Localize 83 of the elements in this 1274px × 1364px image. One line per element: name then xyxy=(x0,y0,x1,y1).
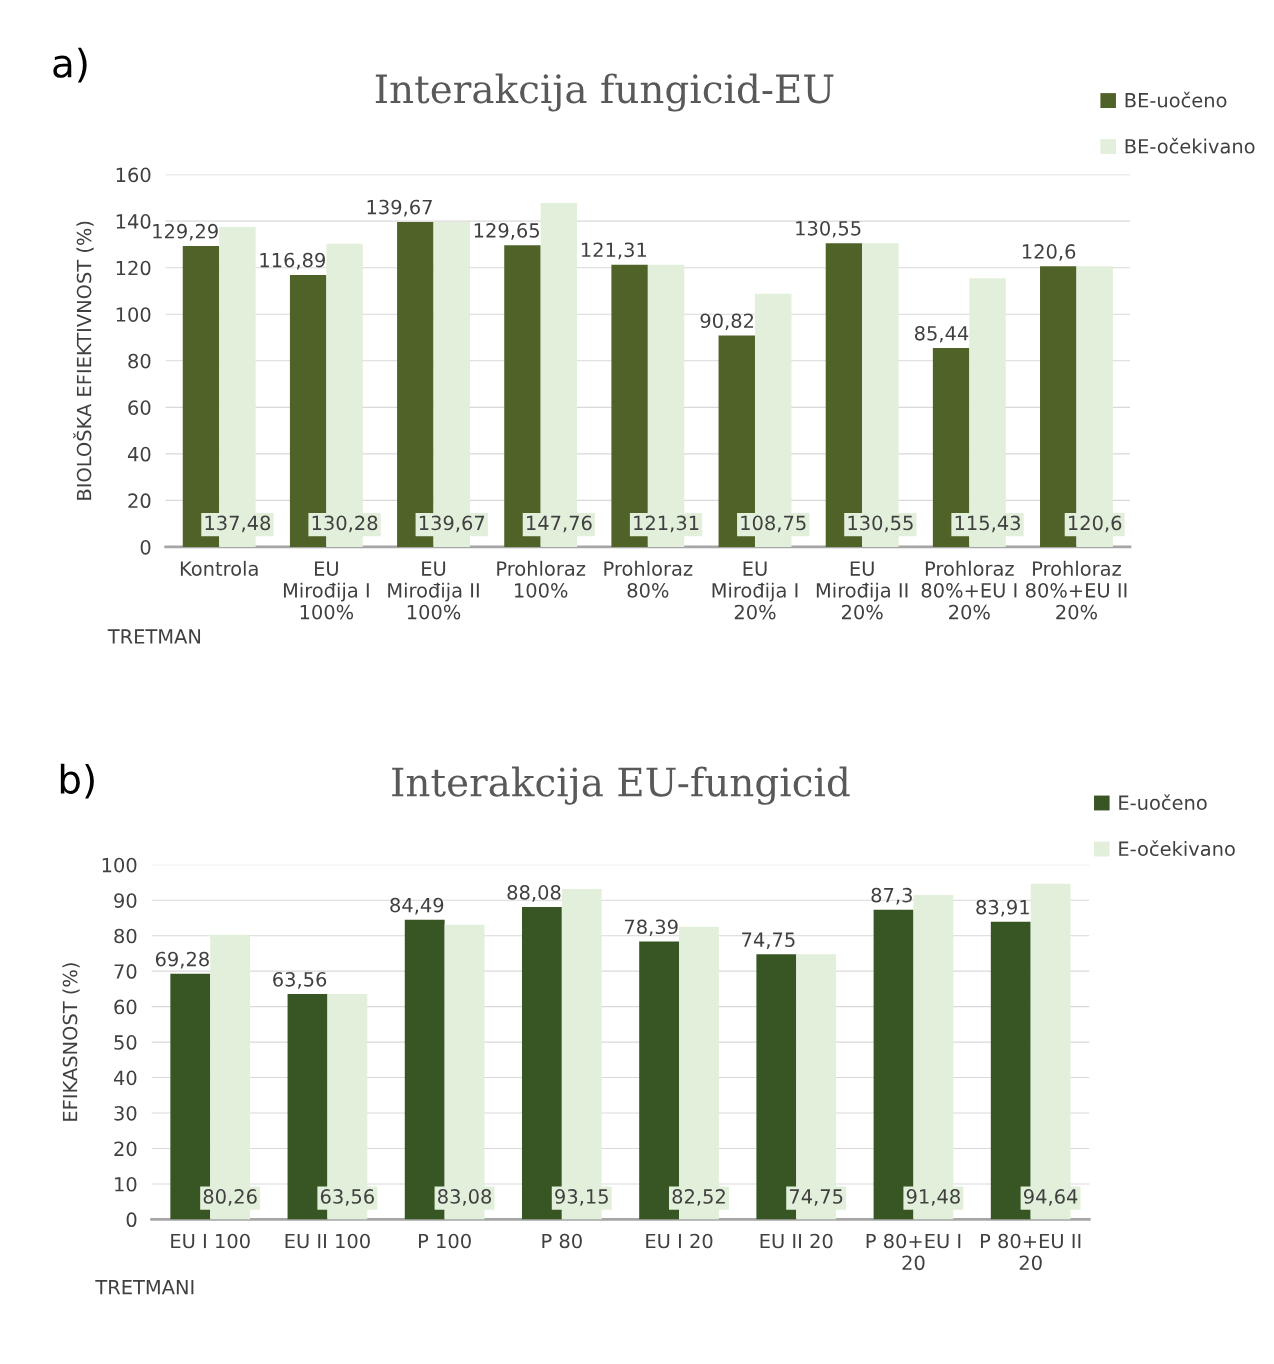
y-tick-label: 120 xyxy=(116,260,151,276)
y-tick-label: 50 xyxy=(114,1035,137,1050)
x-tick-label: EU II 20 xyxy=(760,1233,833,1249)
x-tick-label: P 80+EU I 20 xyxy=(866,1233,961,1271)
y-axis-title: EFIKASNOST (%) xyxy=(62,963,80,1121)
data-label: 130,55 xyxy=(796,220,861,238)
data-label: 84,49 xyxy=(390,897,444,915)
data-label: 85,44 xyxy=(914,325,969,343)
x-tick-label: Prohloraz 80% xyxy=(604,560,693,598)
y-tick-label: 10 xyxy=(115,1176,137,1192)
y-tick-label: 100 xyxy=(116,307,151,322)
y-tick-label: 90 xyxy=(114,893,137,908)
x-tick-label: P 100 xyxy=(419,1233,471,1249)
chart-title: Interakcija EU-fungicid xyxy=(392,766,850,805)
data-label: 116,89 xyxy=(260,252,325,270)
data-label: 129,65 xyxy=(474,223,539,240)
x-tick-label: EU Mirođija II 100% xyxy=(388,561,479,620)
data-label: 130,55 xyxy=(848,515,913,533)
y-tick-label: 40 xyxy=(113,1070,137,1086)
x-tick-label: Prohloraz 100% xyxy=(497,560,586,598)
legend-label: E-očekivano xyxy=(1119,840,1235,857)
y-tick-label: 140 xyxy=(116,214,151,229)
data-label: 80,26 xyxy=(203,1189,257,1206)
data-label: 139,67 xyxy=(419,515,485,533)
data-label: 63,56 xyxy=(320,1189,374,1206)
chart-title: Interakcija fungicid-EU xyxy=(375,73,834,112)
y-tick-label: 20 xyxy=(128,493,151,509)
x-tick-label: EU Mirođija II 20% xyxy=(816,561,908,620)
data-label: 129,29 xyxy=(153,223,218,241)
data-label: 137,48 xyxy=(205,515,271,533)
data-label: 139,67 xyxy=(367,199,432,217)
data-label: 82,52 xyxy=(672,1189,725,1206)
y-tick-label: 20 xyxy=(114,1141,137,1157)
data-label: 94,64 xyxy=(1023,1189,1078,1206)
data-label: 83,08 xyxy=(438,1189,492,1206)
y-tick-label: 80 xyxy=(114,928,137,944)
y-tick-label: 60 xyxy=(114,999,137,1015)
data-label: 90,82 xyxy=(700,313,754,331)
data-label: 83,91 xyxy=(976,899,1029,917)
legend-label: BE-očekivano xyxy=(1125,137,1255,154)
y-tick-label: 0 xyxy=(140,539,151,555)
y-tick-label: 160 xyxy=(116,167,151,183)
x-tick-label: EU I 20 xyxy=(646,1233,713,1249)
y-tick-label: 30 xyxy=(114,1105,137,1121)
data-label: 69,28 xyxy=(155,951,209,969)
data-label: 115,43 xyxy=(955,515,1020,533)
y-tick-label: 0 xyxy=(126,1212,137,1228)
y-tick-label: 100 xyxy=(102,857,137,873)
data-label: 130,28 xyxy=(312,515,378,533)
data-label: 78,39 xyxy=(624,919,678,937)
text: b) xyxy=(60,763,94,799)
y-tick-label: 70 xyxy=(114,964,137,979)
y-tick-label: 80 xyxy=(128,353,151,369)
x-axis-title: TRETMAN xyxy=(107,629,201,644)
data-label: 74,75 xyxy=(789,1189,843,1206)
data-label: 63,56 xyxy=(273,971,327,989)
legend-label: E-uočeno xyxy=(1119,794,1207,811)
x-tick-label: EU Mirođija I 100% xyxy=(283,561,369,620)
data-label: 74,75 xyxy=(742,932,795,949)
data-label: 87,3 xyxy=(871,887,912,905)
x-tick-label: EU Mirođija I 20% xyxy=(712,561,798,620)
x-axis-title: TRETMANI xyxy=(95,1280,194,1295)
x-tick-label: Prohloraz 80%+EU I 20% xyxy=(921,560,1017,620)
x-tick-label: EU I 100 xyxy=(171,1233,250,1249)
data-label: 108,75 xyxy=(741,515,806,533)
x-tick-label: Prohloraz 80%+EU II 20% xyxy=(1025,560,1127,620)
x-tick-label: EU II 100 xyxy=(285,1233,370,1249)
x-tick-label: P 80 xyxy=(542,1233,582,1249)
y-tick-label: 40 xyxy=(127,446,151,462)
x-tick-label: Kontrola xyxy=(180,560,258,576)
data-label: 93,15 xyxy=(555,1189,608,1206)
data-label: 121,31 xyxy=(581,242,647,260)
data-label: 121,31 xyxy=(634,515,699,533)
legend-label: BE-uočeno xyxy=(1125,91,1227,108)
text: a) xyxy=(53,47,87,83)
data-label: 120,6 xyxy=(1068,515,1122,533)
data-label: 120,6 xyxy=(1022,244,1076,261)
data-label: 147,76 xyxy=(527,515,592,533)
y-tick-label: 60 xyxy=(128,400,151,415)
data-label: 88,08 xyxy=(507,885,561,902)
y-axis-title: BIOLOŠKA EFIEKTIVNOST (%) xyxy=(73,221,94,500)
data-label: 91,48 xyxy=(906,1189,960,1206)
x-tick-label: P 80+EU II 20 xyxy=(981,1233,1081,1271)
